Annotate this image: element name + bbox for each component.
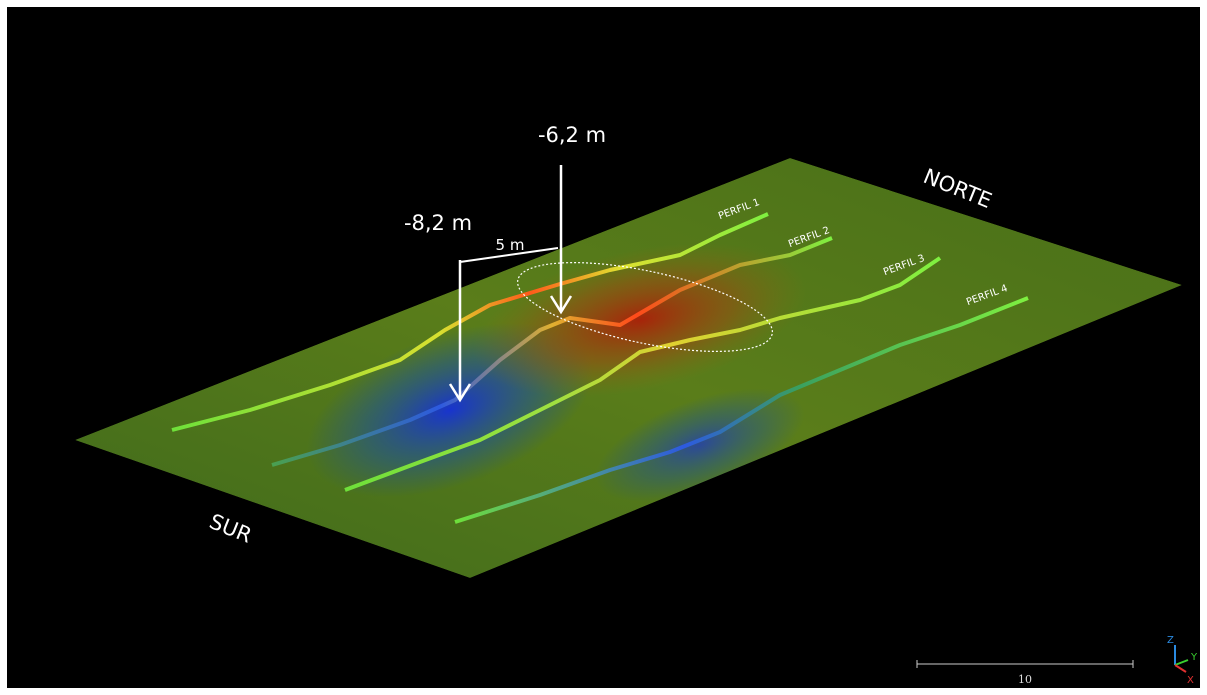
arrows xyxy=(448,165,573,403)
axis-gizmo xyxy=(1174,645,1189,673)
axis-label: Y xyxy=(1190,652,1198,663)
scale-label: 10 xyxy=(1018,673,1032,686)
depth-label: -6,2 m xyxy=(538,123,606,147)
distance-label: 5 m xyxy=(496,236,525,254)
axis-label: Z xyxy=(1167,635,1174,646)
scale-bar xyxy=(916,660,1134,668)
axis-label: X xyxy=(1187,675,1194,686)
profiles xyxy=(171,212,1029,524)
highlight-ellipse xyxy=(517,262,773,352)
depth-label: -8,2 m xyxy=(404,211,472,235)
